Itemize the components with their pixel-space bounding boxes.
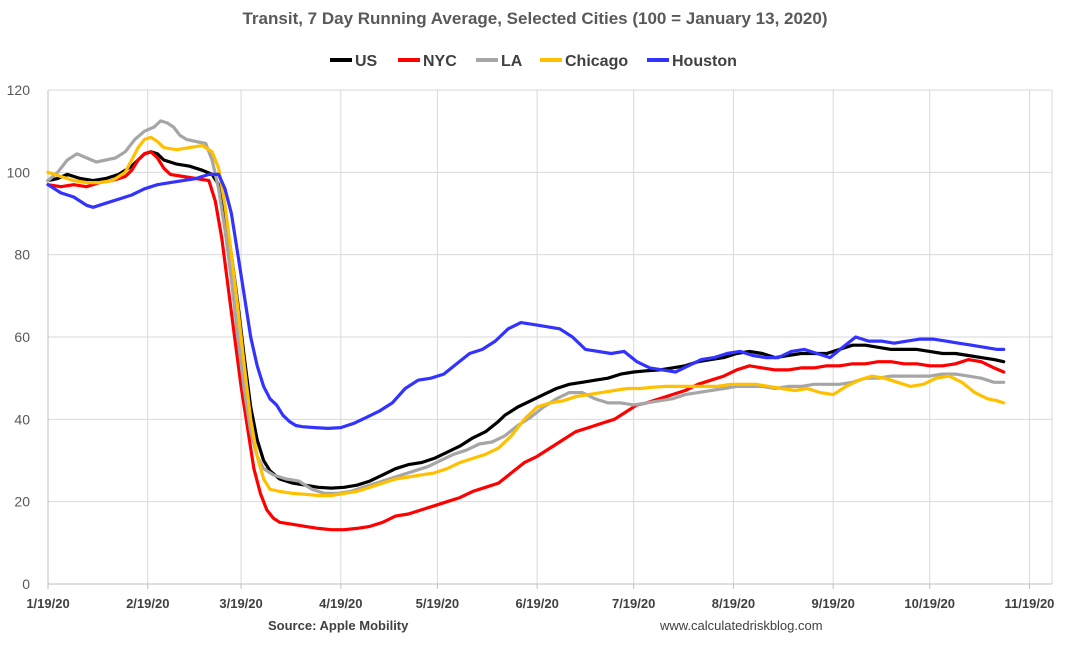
series-line-chicago — [46, 135, 1006, 498]
x-tick-label: 6/19/20 — [515, 596, 558, 611]
y-tick-label: 40 — [14, 411, 30, 427]
legend-label-la: LA — [501, 53, 523, 70]
y-tick-label: 100 — [7, 164, 31, 180]
x-tick-label: 3/19/20 — [219, 596, 262, 611]
legend-label-houston: Houston — [672, 53, 737, 70]
y-tick-label: 0 — [22, 576, 30, 592]
y-tick-label: 120 — [7, 82, 31, 98]
x-tick-label: 5/19/20 — [416, 596, 459, 611]
x-tick-label: 2/19/20 — [126, 596, 169, 611]
series-line-houston — [46, 172, 1006, 430]
site-credit: www.calculatedriskblog.com — [659, 618, 823, 633]
y-axis: 0 20 40 60 80 100 120 — [7, 82, 31, 592]
grid-lines — [47, 89, 1053, 585]
source-note: Source: Apple Mobility — [268, 618, 409, 633]
chart-legend: US NYC LA Chicago Houston — [330, 53, 737, 70]
y-tick-label: 80 — [14, 247, 30, 263]
y-tick-label: 20 — [14, 494, 30, 510]
x-tick-label: 9/19/20 — [811, 596, 854, 611]
legend-label-chicago: Chicago — [565, 53, 628, 70]
series-line-la — [46, 119, 1006, 495]
x-tick-label: 1/19/20 — [26, 596, 69, 611]
x-tick-label: 11/19/20 — [1005, 596, 1055, 611]
chart-title: Transit, 7 Day Running Average, Selected… — [242, 9, 827, 28]
series-lines — [46, 119, 1006, 532]
x-tick-label: 4/19/20 — [319, 596, 362, 611]
x-axis: 1/19/20 2/19/20 3/19/20 4/19/20 5/19/20 6/19/… — [26, 584, 1054, 611]
y-tick-label: 60 — [14, 329, 30, 345]
x-tick-label: 10/19/20 — [904, 596, 955, 611]
legend-label-us: US — [355, 53, 378, 70]
x-tick-label: 8/19/20 — [712, 596, 755, 611]
legend-label-nyc: NYC — [423, 53, 457, 70]
series-line-nyc — [46, 150, 1006, 532]
x-tick-label: 7/19/20 — [612, 596, 655, 611]
series-line-us — [46, 150, 1006, 490]
